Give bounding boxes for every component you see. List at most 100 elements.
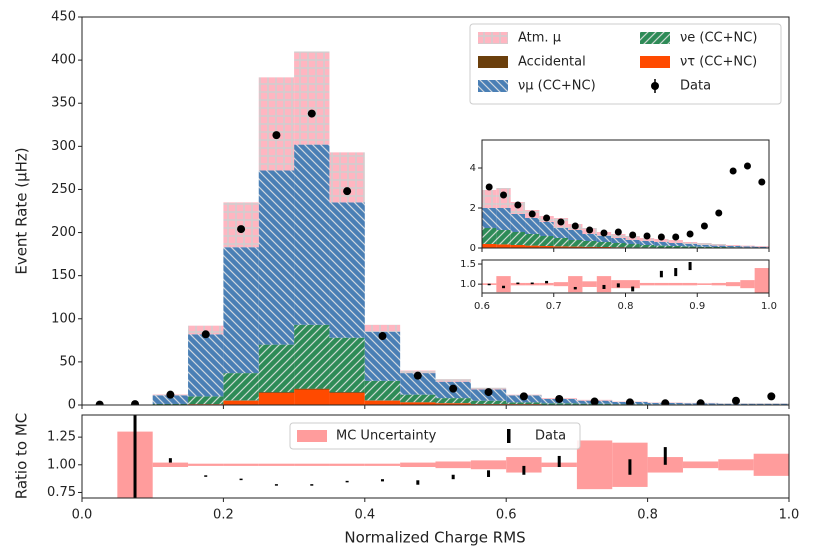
histogram-segment <box>258 344 295 393</box>
y-tick-label: 300 <box>51 139 76 154</box>
data-point <box>643 232 651 240</box>
y-tick-label: 200 <box>51 225 76 240</box>
histogram-segment <box>435 403 471 405</box>
x-tick-label: 1.0 <box>761 301 777 312</box>
data-point <box>514 201 522 209</box>
ratio-error-bar <box>602 284 606 289</box>
mc-uncertainty-band <box>553 282 569 287</box>
histogram-segment <box>223 373 259 401</box>
y-tick-label: 1.0 <box>460 279 476 290</box>
data-point <box>543 214 551 222</box>
mc-uncertainty-band <box>329 463 365 466</box>
histogram-segment <box>697 246 712 248</box>
histogram-segment <box>510 214 526 232</box>
legend-label: Atm. μ <box>518 31 561 46</box>
data-point <box>378 332 387 341</box>
mc-uncertainty-band <box>668 282 683 286</box>
y-tick-label: 2 <box>470 203 476 214</box>
x-tick-label: 0.9 <box>689 301 705 312</box>
mc-uncertainty-band <box>496 276 511 293</box>
data-point <box>590 397 599 405</box>
data-point <box>485 183 493 191</box>
data-point <box>571 222 579 230</box>
legend-swatch <box>478 32 508 44</box>
mc-uncertainty-band <box>525 282 540 286</box>
x-tick-label: 0.0 <box>72 508 93 523</box>
histogram-segment <box>553 246 569 248</box>
ratio-error-bar <box>663 447 667 465</box>
histogram-segment <box>654 242 669 246</box>
histogram-segment <box>482 208 497 228</box>
y-axis-label: Event Rate (μHz) <box>13 147 31 274</box>
histogram-segment <box>510 245 526 248</box>
data-point <box>557 218 565 226</box>
data-point <box>131 400 140 405</box>
histogram-segment <box>510 232 526 245</box>
histogram-segment <box>568 240 583 247</box>
histogram-segment <box>482 244 497 248</box>
data-point <box>700 222 708 230</box>
histogram-segment <box>470 400 507 404</box>
histogram-segment <box>506 402 542 405</box>
ratio-error-bar <box>487 470 491 477</box>
histogram-segment <box>525 218 540 234</box>
legend-label: Accidental <box>518 55 586 70</box>
data-point <box>661 399 670 405</box>
histogram-segment <box>329 202 365 338</box>
y-tick-label: 350 <box>51 96 76 111</box>
histogram-segment <box>294 389 330 405</box>
histogram-segment <box>539 246 554 248</box>
y-tick-label: 1.5 <box>460 259 476 270</box>
histogram-segment <box>582 234 597 241</box>
data-point <box>237 225 246 234</box>
mc-uncertainty-band <box>506 457 542 473</box>
histogram-segment <box>329 392 365 405</box>
histogram-segment <box>482 228 497 244</box>
data-point <box>586 226 594 234</box>
histogram-segment <box>682 244 698 247</box>
histogram-segment <box>400 373 436 395</box>
data-point <box>449 384 458 393</box>
legend-swatch <box>640 56 670 68</box>
histogram-segment <box>754 246 769 247</box>
mc-uncertainty-band <box>697 283 712 285</box>
histogram-segment <box>294 324 330 389</box>
ratio-error-bar <box>133 415 137 498</box>
data-point <box>614 228 622 236</box>
plot-area <box>482 162 769 248</box>
mc-uncertainty-band <box>654 282 669 286</box>
histogram-segment <box>294 388 330 390</box>
histogram-segment <box>740 245 755 247</box>
mc-uncertainty-band <box>568 276 583 293</box>
histogram-segment <box>582 246 597 248</box>
histogram-segment <box>435 379 471 382</box>
y-tick-label: 250 <box>51 182 76 197</box>
mc-uncertainty-band <box>740 280 755 289</box>
ratio-error-bar <box>451 474 455 480</box>
data-point <box>731 396 740 405</box>
histogram-segment <box>753 403 789 405</box>
mc-uncertainty-band <box>711 282 726 286</box>
data-point <box>272 131 281 140</box>
mc-uncertainty-band <box>725 282 741 287</box>
mc-uncertainty-band <box>639 282 655 286</box>
ratio-error-bar <box>628 459 632 475</box>
histogram-segment <box>697 243 712 245</box>
histogram-segment <box>364 380 401 401</box>
ratio-error-bar <box>659 270 663 278</box>
x-tick-label: 0.4 <box>354 508 375 523</box>
ratio-error-bar <box>487 283 491 286</box>
legend-swatch <box>478 80 508 92</box>
histogram-segment <box>697 245 712 247</box>
mc-uncertainty-band <box>753 453 789 476</box>
legend-label: ντ (CC+NC) <box>680 55 757 70</box>
ratio-error-bar <box>674 268 678 277</box>
histogram-segment <box>525 234 540 246</box>
histogram-segment <box>754 246 769 248</box>
y-tick-label: 4 <box>470 163 476 174</box>
histogram-segment <box>711 245 726 247</box>
ratio-error-bar <box>274 484 278 486</box>
ratio-error-bar <box>631 286 635 292</box>
y-tick-label: 0.75 <box>47 485 76 500</box>
x-tick-label: 0.8 <box>637 508 658 523</box>
